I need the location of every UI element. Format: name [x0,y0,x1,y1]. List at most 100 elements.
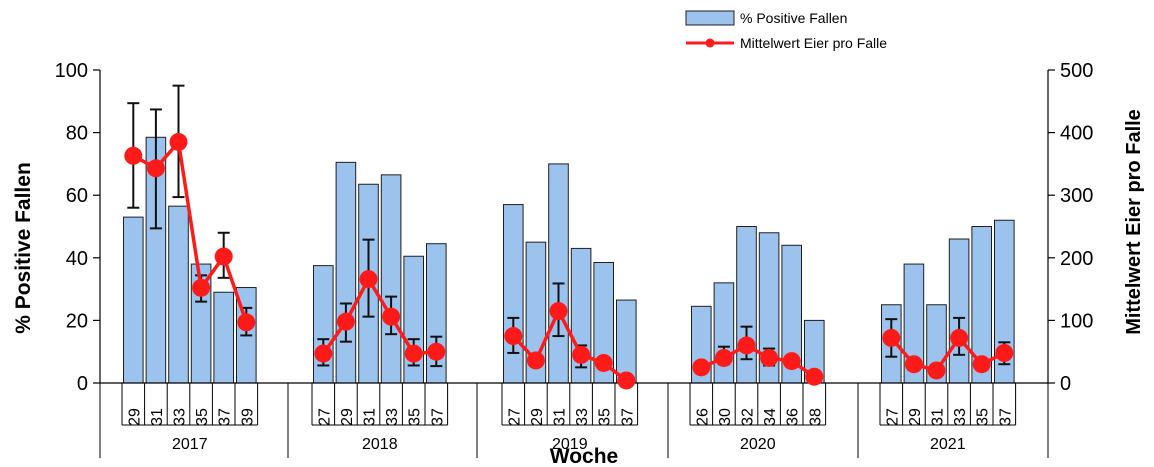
y-tick-label-right: 300 [1060,185,1093,207]
y-tick-label-left: 100 [55,60,88,82]
y-axis-left-title: % Positive Fallen [12,162,35,334]
x-axis-title: Woche [550,445,618,467]
eggs-point [617,371,636,390]
week-tick-label: 31 [149,408,166,426]
week-tick-label: 35 [194,408,211,426]
week-tick-label: 33 [574,408,591,426]
y-tick-label-right: 500 [1060,60,1093,82]
bars-layer [123,136,1015,384]
bar [335,161,357,384]
eggs-point [382,307,401,326]
year-label: 2017 [172,436,208,453]
y-tick-label-right: 100 [1060,310,1093,332]
eggs-point [214,247,233,266]
legend: % Positive Fallen Mittelwert Eier pro Fa… [685,10,887,51]
eggs-point [904,355,923,374]
eggs-point [760,348,779,367]
week-tick-label: 27 [506,408,523,426]
eggs-point [950,328,969,347]
bar [168,205,189,384]
week-tick-label: 32 [740,408,757,426]
y-tick-label-left: 60 [66,185,88,207]
week-tick-label: 37 [997,408,1014,426]
year-label: 2019 [552,436,588,453]
eggs-point [995,343,1014,362]
week-tick-label: 27 [884,408,901,426]
year-label: 2020 [740,436,776,453]
week-tick-label: 37 [217,408,234,426]
eggs-point [882,328,901,347]
eggs-point [714,348,733,367]
bar [948,238,970,384]
bar [380,174,402,384]
y-tick-label-left: 80 [66,123,88,145]
eggs-point [359,270,378,289]
y-axis-right-title: Mittelwert Eier pro Falle [1123,109,1145,335]
bar [123,216,144,384]
week-tick-label: 27 [316,408,333,426]
week-tick-label: 36 [785,408,802,426]
y-tick-label-left: 20 [66,310,88,332]
eggs-point [192,278,211,297]
legend-bar-label: % Positive Fallen [740,10,847,26]
eggs-point [927,361,946,380]
eggs-point [504,327,523,346]
week-tick-label: 33 [172,408,189,426]
week-tick-label: 37 [429,408,446,426]
eggs-point [782,352,801,371]
bar [713,282,735,384]
week-tick-label: 31 [930,408,947,426]
week-tick-label: 35 [407,408,424,426]
eggs-line-layer [124,84,1014,390]
bar [548,163,569,384]
eggs-point [146,159,165,178]
week-tick-label: 33 [952,408,969,426]
eggs-point [737,336,756,355]
eggs-point [314,344,333,363]
y-tick-label-right: 400 [1060,123,1093,145]
week-tick-label: 35 [597,408,614,426]
week-tick-label: 31 [552,408,569,426]
eggs-point [427,342,446,361]
eggs-point [169,132,188,151]
week-tick-label: 34 [762,408,779,426]
legend-line-marker [705,38,715,48]
eggs-point [526,351,545,370]
bar [213,291,234,384]
eggs-point [594,353,613,372]
week-tick-label: 31 [362,408,379,426]
week-tick-label: 37 [619,408,636,426]
year-label: 2018 [362,436,398,453]
week-tick-label: 29 [126,408,143,426]
year-label: 2021 [930,436,966,453]
eggs-point [404,344,423,363]
y-tick-label-left: 0 [77,373,88,395]
bar [616,299,637,384]
y-tick-label-right: 0 [1060,373,1071,395]
eggs-point [572,345,591,364]
week-tick-label: 38 [807,408,824,426]
eggs-point [972,355,991,374]
eggs-point [549,302,568,321]
week-tick-label: 26 [694,408,711,426]
week-tick-label: 30 [717,408,734,426]
eggs-point [237,313,256,332]
eggs-point [336,312,355,331]
x-category-axis: 29 31 33 35 37 39 2017 27 29 31 33 35 37 2018 27 29 31 33… [99,383,1049,458]
axes-layer: 0 0 20 100 40 200 60 300 80 400 100 500 [55,60,1094,395]
week-tick-label: 29 [907,408,924,426]
legend-bar-swatch [685,10,735,26]
week-tick-label: 35 [975,408,992,426]
eggs-point [692,358,711,377]
y-tick-label-right: 200 [1060,248,1093,270]
eggs-point [805,367,824,386]
week-tick-label: 29 [339,408,356,426]
week-tick-label: 29 [529,408,546,426]
eggs-point [124,146,143,165]
legend-line-label: Mittelwert Eier pro Falle [740,35,887,51]
week-tick-label: 39 [239,408,256,426]
y-tick-label-left: 40 [66,248,88,270]
week-tick-label: 33 [384,408,401,426]
bar [503,204,524,384]
